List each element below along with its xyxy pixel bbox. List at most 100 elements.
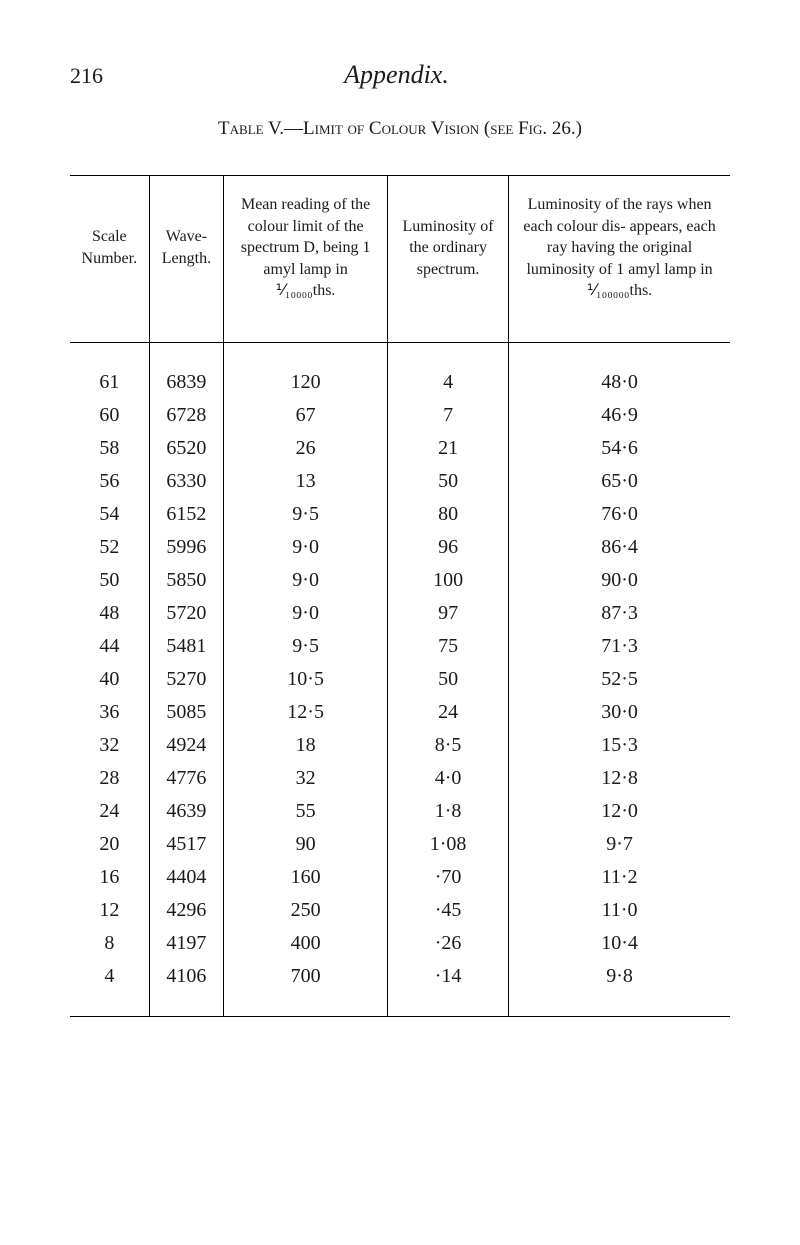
table-cell: 50 — [388, 663, 509, 696]
table-row: 566330135065·0 — [70, 465, 730, 498]
table-cell: 90·0 — [509, 564, 730, 597]
table-cell: 9·5 — [224, 630, 388, 663]
table-cell: 48 — [70, 597, 149, 630]
table-cell: 8·5 — [388, 729, 509, 762]
table-cell: 9·0 — [224, 564, 388, 597]
table-cell: 4 — [70, 960, 149, 1016]
table-cell: 1·8 — [388, 795, 509, 828]
table-row: 84197400·2610·4 — [70, 927, 730, 960]
table-cell: 52 — [70, 531, 149, 564]
table-cell: 71·3 — [509, 630, 730, 663]
table-cell: 120 — [224, 342, 388, 399]
table-cell: 44 — [70, 630, 149, 663]
table-cell: 26 — [224, 432, 388, 465]
table-row: 586520262154·6 — [70, 432, 730, 465]
table-cell: 6152 — [149, 498, 224, 531]
table-cell: 20 — [70, 828, 149, 861]
table-cell: 5720 — [149, 597, 224, 630]
table-cell: 12·0 — [509, 795, 730, 828]
table-body: 616839120448·060672867746·9586520262154·… — [70, 342, 730, 1016]
table-cell: 24 — [388, 696, 509, 729]
table-cell: 5996 — [149, 531, 224, 564]
table-cell: 16 — [70, 861, 149, 894]
column-header-wavelength: Wave- Length. — [149, 176, 224, 343]
page-header: 216 Appendix. — [70, 60, 730, 90]
table-cell: 54 — [70, 498, 149, 531]
table-cell: 32 — [70, 729, 149, 762]
table-row: 324924188·515·3 — [70, 729, 730, 762]
table-cell: ·26 — [388, 927, 509, 960]
table-cell: 9·5 — [224, 498, 388, 531]
table-cell: 4776 — [149, 762, 224, 795]
table-row: 616839120448·0 — [70, 342, 730, 399]
table-cell: 90 — [224, 828, 388, 861]
table-cell: 5270 — [149, 663, 224, 696]
column-header-luminosity-rays: Luminosity of the rays when each colour … — [509, 176, 730, 343]
column-header-mean-reading: Mean reading of the colour limit of the … — [224, 176, 388, 343]
table-cell: 5850 — [149, 564, 224, 597]
table-cell: 18 — [224, 729, 388, 762]
table-cell: 400 — [224, 927, 388, 960]
table-row: 244639551·812·0 — [70, 795, 730, 828]
table-cell: 11·0 — [509, 894, 730, 927]
table-cell: 9·8 — [509, 960, 730, 1016]
table-row: 124296250·4511·0 — [70, 894, 730, 927]
table-cell: 56 — [70, 465, 149, 498]
table-cell: 67 — [224, 399, 388, 432]
table-cell: 80 — [388, 498, 509, 531]
table-cell: 6330 — [149, 465, 224, 498]
table-cell: 46·9 — [509, 399, 730, 432]
table-cell: 30·0 — [509, 696, 730, 729]
table-cell: 54·6 — [509, 432, 730, 465]
column-header-scale: Scale Number. — [70, 176, 149, 343]
table-cell: 4·0 — [388, 762, 509, 795]
table-cell: 87·3 — [509, 597, 730, 630]
table-cell: 13 — [224, 465, 388, 498]
table-cell: 11·2 — [509, 861, 730, 894]
table-cell: 10·4 — [509, 927, 730, 960]
table-cell: 4517 — [149, 828, 224, 861]
table-cell: 28 — [70, 762, 149, 795]
table-footer-rule — [70, 1016, 730, 1017]
table-cell: 52·5 — [509, 663, 730, 696]
table-cell: 4197 — [149, 927, 224, 960]
table-cell: 4639 — [149, 795, 224, 828]
table-cell: 36 — [70, 696, 149, 729]
data-table: Scale Number. Wave- Length. Mean reading… — [70, 175, 730, 1016]
column-header-luminosity-ordinary: Luminosity of the ordinary spectrum. — [388, 176, 509, 343]
table-cell: 5085 — [149, 696, 224, 729]
table-cell: 48·0 — [509, 342, 730, 399]
table-cell: 86·4 — [509, 531, 730, 564]
table-cell: ·45 — [388, 894, 509, 927]
table-cell: 9·0 — [224, 531, 388, 564]
table-header-row: Scale Number. Wave- Length. Mean reading… — [70, 176, 730, 343]
table-cell: 75 — [388, 630, 509, 663]
table-cell: 4106 — [149, 960, 224, 1016]
table-cell: 8 — [70, 927, 149, 960]
table-cell: 32 — [224, 762, 388, 795]
table-row: 284776324·012·8 — [70, 762, 730, 795]
table-row: 60672867746·9 — [70, 399, 730, 432]
table-cell: 6520 — [149, 432, 224, 465]
table-cell: 700 — [224, 960, 388, 1016]
table-cell: 4296 — [149, 894, 224, 927]
table-cell: 100 — [388, 564, 509, 597]
table-cell: ·70 — [388, 861, 509, 894]
table-row: 204517901·089·7 — [70, 828, 730, 861]
table-cell: 40 — [70, 663, 149, 696]
table-cell: 61 — [70, 342, 149, 399]
table-row: 4454819·57571·3 — [70, 630, 730, 663]
table-row: 5259969·09686·4 — [70, 531, 730, 564]
table-cell: 4404 — [149, 861, 224, 894]
table-cell: 12 — [70, 894, 149, 927]
page-container: 216 Appendix. Table V.—Limit of Colour V… — [0, 0, 800, 1057]
table-cell: 1·08 — [388, 828, 509, 861]
table-cell: 160 — [224, 861, 388, 894]
table-cell: 21 — [388, 432, 509, 465]
table-cell: 9·7 — [509, 828, 730, 861]
table-cell: 5481 — [149, 630, 224, 663]
table-cell: 50 — [388, 465, 509, 498]
table-cell: 9·0 — [224, 597, 388, 630]
table-cell: 6728 — [149, 399, 224, 432]
table-row: 5461529·58076·0 — [70, 498, 730, 531]
